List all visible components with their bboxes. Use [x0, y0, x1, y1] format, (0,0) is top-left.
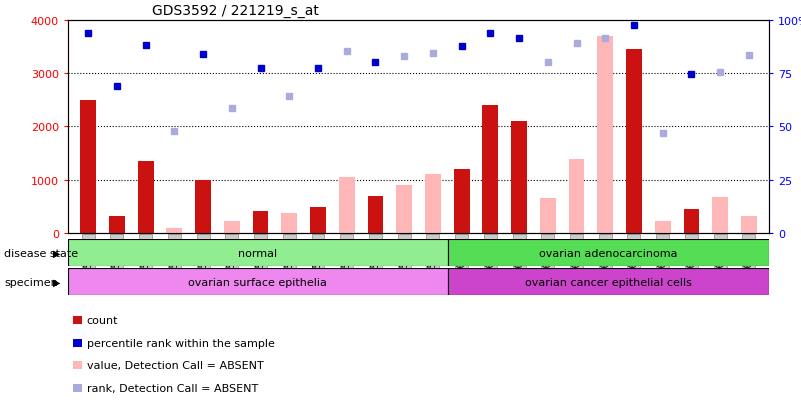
- Bar: [540, 199, 556, 233]
- Bar: [598, 37, 613, 233]
- Bar: [138, 161, 154, 233]
- Text: ovarian adenocarcinoma: ovarian adenocarcinoma: [539, 248, 678, 258]
- Bar: [569, 160, 585, 233]
- Text: ovarian surface epithelia: ovarian surface epithelia: [188, 277, 328, 287]
- Bar: [396, 185, 412, 233]
- Text: ovarian cancer epithelial cells: ovarian cancer epithelial cells: [525, 277, 692, 287]
- Bar: [73, 339, 83, 347]
- Bar: [68, 240, 448, 266]
- Bar: [224, 222, 239, 233]
- Bar: [281, 213, 297, 233]
- Bar: [195, 180, 211, 233]
- Bar: [252, 211, 268, 233]
- Bar: [448, 240, 769, 266]
- Bar: [511, 122, 527, 233]
- Bar: [654, 221, 670, 233]
- Bar: [368, 196, 384, 233]
- Bar: [310, 208, 326, 233]
- Text: normal: normal: [239, 248, 277, 258]
- Text: count: count: [87, 315, 118, 325]
- Bar: [626, 50, 642, 233]
- Bar: [741, 216, 757, 233]
- Bar: [80, 100, 96, 233]
- Text: ▶: ▶: [54, 248, 61, 258]
- Text: value, Detection Call = ABSENT: value, Detection Call = ABSENT: [87, 361, 264, 370]
- Text: rank, Detection Call = ABSENT: rank, Detection Call = ABSENT: [87, 383, 258, 393]
- Text: GDS3592 / 221219_s_at: GDS3592 / 221219_s_at: [152, 4, 319, 18]
- Bar: [68, 268, 448, 295]
- Bar: [712, 197, 728, 233]
- Text: specimen: specimen: [4, 277, 58, 287]
- Bar: [167, 228, 183, 233]
- Text: ▶: ▶: [54, 277, 61, 287]
- Text: disease state: disease state: [4, 248, 78, 258]
- Bar: [73, 316, 83, 324]
- Bar: [73, 384, 83, 392]
- Bar: [339, 178, 355, 233]
- Bar: [425, 175, 441, 233]
- Bar: [109, 216, 125, 233]
- Bar: [482, 106, 498, 233]
- Bar: [453, 169, 469, 233]
- Bar: [683, 209, 699, 233]
- Bar: [448, 268, 769, 295]
- Bar: [73, 361, 83, 370]
- Text: percentile rank within the sample: percentile rank within the sample: [87, 338, 275, 348]
